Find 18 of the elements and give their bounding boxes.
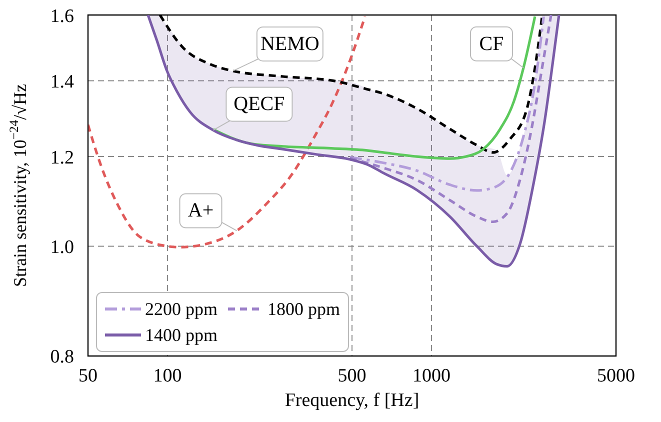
y-tick-label: 0.8 [50,346,74,368]
legend-label: 2200 ppm [145,298,218,321]
x-tick-label: 5000 [597,365,635,386]
annotation: CF [479,32,504,55]
x-axis-title: Frequency, f [Hz] [284,390,420,411]
y-tick-label: 1.4 [50,71,74,92]
y-tick-label: 1.6 [50,6,74,27]
annotation: NEMO [260,32,320,55]
legend-label: 1400 ppm [145,324,218,347]
legend-label: 1800 ppm [268,298,340,321]
y-tick-label: 1.0 [50,236,74,258]
x-tick-label: 50 [78,365,98,386]
x-tick-label: 100 [153,365,182,386]
annotation: A+ [188,200,214,222]
x-tick-label: 500 [338,365,366,386]
y-tick-label: 1.2 [50,147,74,168]
x-tick-label: 1000 [412,365,450,386]
annotation: QECF [234,93,285,116]
